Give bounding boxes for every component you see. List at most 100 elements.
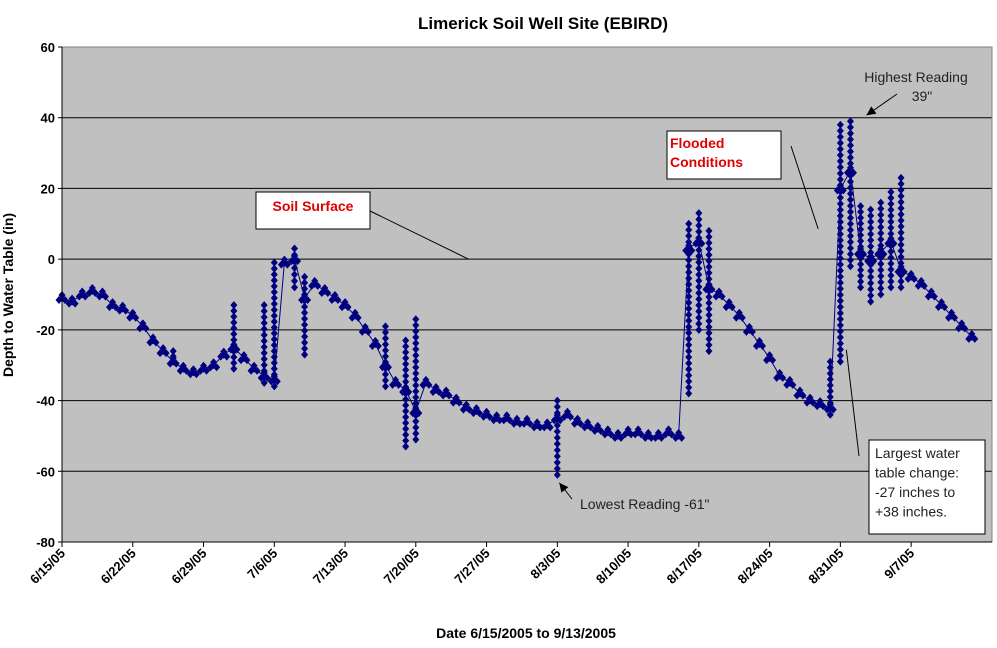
data-point	[334, 296, 342, 305]
data-point	[169, 347, 177, 356]
data-point	[867, 236, 875, 245]
y-tick-label: -60	[36, 464, 55, 479]
data-point	[493, 411, 501, 420]
data-point	[836, 242, 844, 251]
data-point	[846, 189, 854, 198]
data-point	[685, 389, 693, 398]
data-point	[695, 258, 703, 267]
data-point	[685, 231, 693, 240]
data-point	[665, 425, 673, 434]
y-tick-label: 60	[41, 40, 55, 55]
data-point	[857, 245, 865, 254]
data-point	[867, 273, 875, 282]
data-point	[304, 296, 312, 305]
data-point	[553, 464, 561, 473]
data-point	[685, 334, 693, 343]
data-point	[230, 312, 238, 321]
data-point	[402, 442, 410, 451]
data-point	[283, 260, 291, 269]
data-point	[553, 452, 561, 461]
data-point	[867, 266, 875, 275]
data-point	[695, 325, 703, 334]
data-point	[836, 181, 844, 190]
y-tick-label: -20	[36, 323, 55, 338]
data-point	[402, 413, 410, 422]
x-axis-ticks: 6/15/05 6/22/05 6/29/05 7/6/05 7/13/05 7/20/0…	[27, 542, 917, 587]
data-point	[553, 458, 561, 467]
data-point	[857, 207, 865, 216]
data-point	[301, 291, 309, 300]
data-point	[685, 262, 693, 271]
data-point	[78, 287, 86, 296]
data-point	[836, 145, 844, 154]
data-point	[846, 123, 854, 132]
data-point	[553, 433, 561, 442]
data-point	[445, 391, 453, 400]
data-point	[402, 382, 410, 391]
data-point	[705, 232, 713, 241]
data-point	[634, 425, 642, 434]
data-point	[344, 303, 352, 312]
data-point	[301, 278, 309, 287]
data-point	[816, 397, 824, 406]
lowest-reading-arrow-head	[559, 482, 569, 493]
data-point	[718, 292, 726, 301]
data-point	[270, 299, 278, 308]
data-point	[826, 393, 834, 402]
data-point	[412, 429, 420, 438]
data-point	[917, 276, 925, 285]
data-point	[321, 283, 329, 292]
data-point	[617, 433, 625, 442]
data-point	[836, 272, 844, 281]
data-point	[301, 302, 309, 311]
data-point	[230, 301, 238, 310]
data-point	[836, 315, 844, 324]
data-point	[695, 234, 703, 243]
data-point	[685, 353, 693, 362]
data-point	[836, 175, 844, 184]
data-point	[270, 305, 278, 314]
data-point	[748, 327, 756, 336]
data-point	[654, 428, 662, 437]
data-point	[291, 252, 298, 261]
data-point	[230, 335, 238, 344]
chart-title: Limerick Soil Well Site (EBIRD)	[418, 14, 668, 33]
data-point	[341, 298, 349, 307]
data-point	[98, 287, 106, 296]
data-point	[776, 368, 784, 377]
data-point	[607, 430, 615, 439]
data-point	[574, 414, 582, 423]
data-point	[826, 400, 834, 409]
data-point	[604, 425, 612, 434]
data-point	[270, 323, 278, 332]
data-point	[260, 342, 268, 351]
largest-change-line2: table change:	[875, 465, 959, 481]
data-point	[836, 309, 844, 318]
data-point	[695, 215, 703, 224]
data-point	[759, 342, 766, 350]
data-point	[846, 195, 854, 204]
data-point	[836, 296, 844, 305]
x-tick-label: 7/13/05	[310, 546, 351, 587]
data-point	[260, 331, 268, 340]
data-point	[877, 259, 885, 268]
y-tick-label: -40	[36, 394, 55, 409]
data-point	[705, 329, 713, 338]
data-point	[435, 387, 443, 396]
data-point	[846, 262, 854, 271]
data-point	[260, 378, 268, 387]
data-point	[415, 409, 423, 418]
x-axis-title: Date 6/15/2005 to 9/13/2005	[436, 625, 616, 641]
data-point	[779, 373, 787, 382]
data-point	[846, 135, 854, 144]
data-point	[695, 295, 703, 304]
x-tick-label: 7/27/05	[451, 546, 492, 587]
data-point	[68, 294, 76, 303]
data-point	[270, 270, 278, 279]
data-point	[230, 324, 238, 333]
data-point	[705, 298, 713, 307]
data-point	[846, 225, 854, 234]
data-point	[836, 199, 844, 208]
data-point	[846, 244, 854, 253]
